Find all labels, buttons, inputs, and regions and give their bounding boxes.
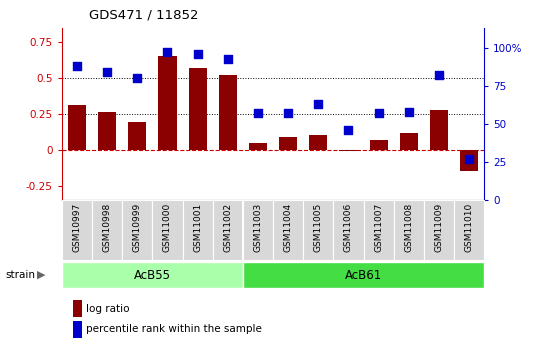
Text: GSM11007: GSM11007	[374, 203, 383, 253]
Text: GDS471 / 11852: GDS471 / 11852	[89, 8, 199, 21]
Text: GSM11006: GSM11006	[344, 203, 353, 253]
Point	[73, 63, 81, 69]
Point	[103, 69, 111, 75]
Text: GSM11010: GSM11010	[465, 203, 473, 253]
Point	[284, 111, 293, 116]
Bar	[128, 122, 146, 150]
Text: GSM11005: GSM11005	[314, 203, 323, 253]
Text: GSM10998: GSM10998	[103, 203, 111, 253]
Point	[344, 127, 353, 133]
Point	[133, 76, 141, 81]
Bar	[98, 112, 116, 150]
Point	[193, 51, 202, 57]
Text: GSM11003: GSM11003	[253, 203, 263, 253]
FancyBboxPatch shape	[394, 200, 424, 260]
Text: GSM11002: GSM11002	[223, 203, 232, 252]
FancyBboxPatch shape	[152, 200, 182, 260]
Text: log ratio: log ratio	[86, 304, 130, 314]
Text: percentile rank within the sample: percentile rank within the sample	[86, 325, 262, 334]
Point	[314, 101, 323, 107]
Text: GSM11008: GSM11008	[404, 203, 413, 253]
FancyBboxPatch shape	[122, 200, 152, 260]
Text: GSM11004: GSM11004	[284, 203, 293, 252]
Text: GSM10997: GSM10997	[73, 203, 81, 253]
Bar	[400, 132, 418, 150]
FancyBboxPatch shape	[62, 262, 243, 288]
Bar	[339, 150, 357, 151]
Text: GSM11000: GSM11000	[163, 203, 172, 253]
Text: GSM11001: GSM11001	[193, 203, 202, 253]
Bar	[249, 142, 267, 150]
Point	[405, 109, 413, 115]
Point	[465, 156, 473, 162]
Point	[374, 111, 383, 116]
Bar	[188, 68, 207, 150]
Text: AcB55: AcB55	[134, 269, 171, 282]
FancyBboxPatch shape	[213, 200, 243, 260]
FancyBboxPatch shape	[424, 200, 454, 260]
FancyBboxPatch shape	[243, 200, 273, 260]
Bar	[460, 150, 478, 171]
Text: GSM11009: GSM11009	[435, 203, 443, 253]
Point	[435, 72, 443, 78]
Point	[223, 56, 232, 61]
Bar	[158, 56, 176, 150]
FancyBboxPatch shape	[182, 200, 213, 260]
Text: GSM10999: GSM10999	[133, 203, 142, 253]
FancyBboxPatch shape	[92, 200, 122, 260]
Bar	[219, 75, 237, 150]
Point	[253, 111, 262, 116]
FancyBboxPatch shape	[303, 200, 334, 260]
FancyBboxPatch shape	[454, 200, 484, 260]
Bar	[309, 135, 327, 150]
Text: ▶: ▶	[37, 270, 45, 280]
Bar	[370, 140, 388, 150]
Bar	[430, 109, 448, 150]
FancyBboxPatch shape	[62, 200, 92, 260]
Bar	[279, 137, 297, 150]
Bar	[68, 105, 86, 150]
FancyBboxPatch shape	[334, 200, 364, 260]
Text: AcB61: AcB61	[345, 269, 382, 282]
Point	[163, 50, 172, 55]
FancyBboxPatch shape	[364, 200, 394, 260]
Text: strain: strain	[5, 270, 36, 280]
FancyBboxPatch shape	[273, 200, 303, 260]
FancyBboxPatch shape	[243, 262, 484, 288]
